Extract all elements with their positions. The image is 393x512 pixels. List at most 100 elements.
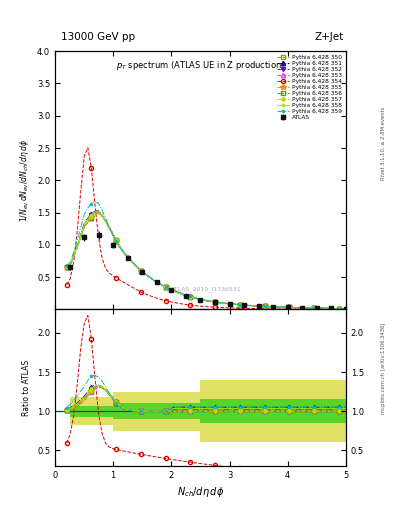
Pythia 6.428 355 bbox=[343, 306, 348, 312]
Pythia 6.428 353 bbox=[315, 305, 320, 311]
Line: Pythia 6.428 355: Pythia 6.428 355 bbox=[64, 210, 349, 312]
Text: $p_T$ spectrum (ATLAS UE in Z production): $p_T$ spectrum (ATLAS UE in Z production… bbox=[116, 59, 285, 72]
Pythia 6.428 356 bbox=[248, 303, 253, 309]
Pythia 6.428 358 bbox=[64, 264, 69, 270]
Pythia 6.428 351 bbox=[96, 207, 101, 214]
Text: Z+Jet: Z+Jet bbox=[315, 32, 344, 42]
Pythia 6.428 359 bbox=[93, 199, 97, 205]
Pythia 6.428 359 bbox=[315, 305, 320, 311]
Pythia 6.428 354 bbox=[315, 306, 320, 312]
Pythia 6.428 358 bbox=[259, 303, 263, 309]
Pythia 6.428 357 bbox=[259, 303, 263, 309]
Pythia 6.428 352 bbox=[96, 208, 101, 215]
Pythia 6.428 356 bbox=[64, 264, 69, 270]
Pythia 6.428 352 bbox=[237, 302, 242, 308]
Pythia 6.428 353 bbox=[191, 295, 196, 301]
Pythia 6.428 352 bbox=[248, 303, 253, 309]
Pythia 6.428 354 bbox=[64, 282, 69, 288]
Pythia 6.428 351 bbox=[237, 302, 242, 308]
Pythia 6.428 351 bbox=[64, 264, 69, 270]
Pythia 6.428 353 bbox=[234, 302, 239, 308]
Pythia 6.428 356 bbox=[315, 305, 320, 311]
Pythia 6.428 350 bbox=[234, 302, 239, 308]
Pythia 6.428 355 bbox=[259, 303, 263, 309]
Pythia 6.428 355 bbox=[191, 295, 196, 301]
Pythia 6.428 355 bbox=[96, 209, 101, 216]
Pythia 6.428 351 bbox=[259, 303, 263, 309]
Pythia 6.428 358 bbox=[248, 303, 253, 309]
Pythia 6.428 352 bbox=[191, 295, 196, 301]
Text: 13000 GeV pp: 13000 GeV pp bbox=[61, 32, 135, 42]
Pythia 6.428 357 bbox=[191, 295, 196, 301]
Pythia 6.428 359 bbox=[191, 294, 196, 301]
Pythia 6.428 358 bbox=[191, 294, 196, 301]
Line: Pythia 6.428 353: Pythia 6.428 353 bbox=[64, 210, 348, 311]
Pythia 6.428 355 bbox=[248, 303, 253, 309]
Y-axis label: $1/N_{ev}\,dN_{ev}/dN_{ch}/d\eta\,d\phi$: $1/N_{ev}\,dN_{ev}/dN_{ch}/d\eta\,d\phi$ bbox=[18, 139, 31, 222]
Pythia 6.428 354 bbox=[86, 144, 90, 151]
Pythia 6.428 351 bbox=[315, 305, 320, 311]
Pythia 6.428 350 bbox=[191, 295, 196, 301]
Line: Pythia 6.428 352: Pythia 6.428 352 bbox=[64, 209, 348, 311]
Pythia 6.428 350 bbox=[259, 303, 263, 309]
Pythia 6.428 350 bbox=[64, 264, 69, 270]
Pythia 6.428 355 bbox=[234, 302, 239, 308]
Pythia 6.428 357 bbox=[237, 302, 242, 308]
Pythia 6.428 357 bbox=[343, 306, 348, 312]
Line: Pythia 6.428 350: Pythia 6.428 350 bbox=[64, 210, 348, 311]
Line: Pythia 6.428 351: Pythia 6.428 351 bbox=[64, 208, 348, 311]
Pythia 6.428 351 bbox=[191, 294, 196, 301]
Pythia 6.428 358 bbox=[315, 305, 320, 311]
Pythia 6.428 355 bbox=[315, 305, 320, 311]
Pythia 6.428 357 bbox=[248, 303, 253, 309]
Pythia 6.428 352 bbox=[343, 306, 348, 312]
Pythia 6.428 357 bbox=[64, 264, 69, 270]
Pythia 6.428 358 bbox=[96, 208, 101, 214]
Text: Rivet 3.1.10, ≥ 2.8M events: Rivet 3.1.10, ≥ 2.8M events bbox=[381, 106, 386, 180]
Pythia 6.428 356 bbox=[237, 302, 242, 308]
Pythia 6.428 351 bbox=[248, 303, 253, 309]
Pythia 6.428 356 bbox=[96, 209, 101, 216]
Pythia 6.428 357 bbox=[315, 305, 320, 311]
Pythia 6.428 353 bbox=[237, 302, 242, 308]
Pythia 6.428 358 bbox=[343, 306, 348, 312]
Pythia 6.428 359 bbox=[64, 263, 69, 269]
Pythia 6.428 358 bbox=[234, 302, 239, 308]
Pythia 6.428 356 bbox=[343, 306, 348, 312]
Line: Pythia 6.428 357: Pythia 6.428 357 bbox=[65, 211, 347, 310]
Y-axis label: Ratio to ATLAS: Ratio to ATLAS bbox=[22, 359, 31, 416]
Legend: Pythia 6.428 350, Pythia 6.428 351, Pythia 6.428 352, Pythia 6.428 353, Pythia 6: Pythia 6.428 350, Pythia 6.428 351, Pyth… bbox=[275, 54, 343, 121]
Pythia 6.428 354 bbox=[234, 305, 239, 311]
Pythia 6.428 355 bbox=[237, 302, 242, 308]
Pythia 6.428 350 bbox=[96, 209, 101, 216]
Pythia 6.428 354 bbox=[191, 303, 196, 309]
Text: ATLAS_2019_I1736531: ATLAS_2019_I1736531 bbox=[171, 286, 242, 292]
Pythia 6.428 353 bbox=[248, 303, 253, 309]
Pythia 6.428 354 bbox=[248, 305, 253, 311]
Pythia 6.428 359 bbox=[237, 302, 242, 308]
Pythia 6.428 354 bbox=[343, 306, 348, 312]
Pythia 6.428 350 bbox=[343, 306, 348, 312]
Pythia 6.428 354 bbox=[237, 305, 242, 311]
Pythia 6.428 359 bbox=[343, 306, 348, 312]
Pythia 6.428 351 bbox=[343, 306, 348, 312]
Line: Pythia 6.428 354: Pythia 6.428 354 bbox=[64, 145, 348, 311]
Pythia 6.428 357 bbox=[234, 302, 239, 308]
Pythia 6.428 355 bbox=[64, 264, 69, 270]
Pythia 6.428 352 bbox=[64, 264, 69, 270]
Pythia 6.428 352 bbox=[259, 303, 263, 309]
Pythia 6.428 353 bbox=[259, 303, 263, 309]
Pythia 6.428 356 bbox=[191, 295, 196, 301]
Pythia 6.428 352 bbox=[234, 302, 239, 308]
Pythia 6.428 350 bbox=[248, 303, 253, 309]
Pythia 6.428 359 bbox=[248, 303, 253, 309]
Pythia 6.428 354 bbox=[259, 306, 263, 312]
Pythia 6.428 359 bbox=[259, 303, 263, 309]
Line: Pythia 6.428 359: Pythia 6.428 359 bbox=[64, 200, 348, 311]
X-axis label: $N_{ch}/d\eta\,d\phi$: $N_{ch}/d\eta\,d\phi$ bbox=[177, 485, 224, 499]
Pythia 6.428 356 bbox=[234, 302, 239, 308]
Pythia 6.428 353 bbox=[64, 264, 69, 270]
Pythia 6.428 350 bbox=[315, 305, 320, 311]
Line: Pythia 6.428 358: Pythia 6.428 358 bbox=[64, 209, 348, 311]
Pythia 6.428 353 bbox=[343, 306, 348, 312]
